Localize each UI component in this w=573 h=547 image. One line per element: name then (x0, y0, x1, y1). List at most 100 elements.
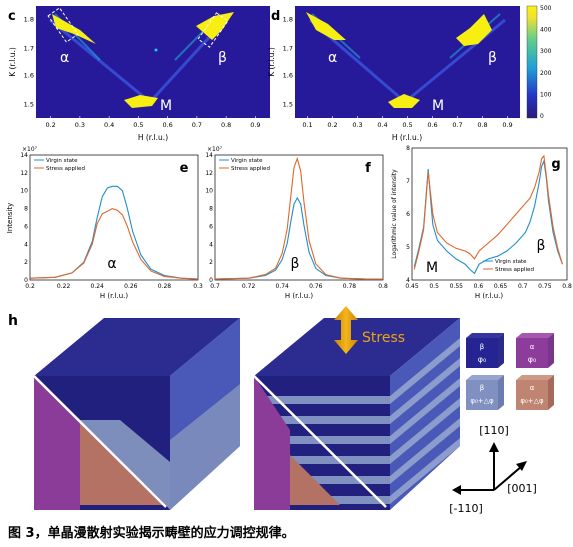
tick-label: 0.26 (124, 283, 138, 290)
x-tick-labels: 0.7 0.72 0.74 0.76 0.78 0.8 (210, 283, 388, 290)
panel-g-label: g (551, 157, 560, 172)
tick-label: 0.5 (429, 283, 439, 290)
beta-stripe-side (390, 358, 460, 424)
stress-label: Stress (362, 330, 405, 346)
tick-label: 2 (24, 259, 28, 266)
tick-label: 0.7 (210, 283, 220, 290)
right-arrowhead (516, 461, 527, 471)
tick-label: 7 (406, 178, 410, 185)
tick-label: 0.24 (91, 283, 105, 290)
y-axis-label: Logarithmic value of intensity (391, 169, 398, 259)
axis-110-label: [110] (479, 424, 509, 437)
legend-beta-phi0-dphi: β φ₀+△φ (466, 375, 504, 410)
up-arrowhead (489, 442, 499, 452)
tick-label: 0.2 (25, 283, 35, 290)
legend-virgin: Virgin state (46, 158, 78, 164)
beta-label: β (488, 50, 497, 66)
tick-label: 0.3 (193, 283, 203, 290)
tick-label: 0.28 (158, 283, 172, 290)
x-axis-label: H (r.l.u.) (100, 292, 129, 300)
tick-label: 0.3 (352, 121, 362, 129)
panel-e: ×10⁷ 0.2 0.22 0.24 0.26 0.28 0.3 14121086420 … (6, 146, 203, 300)
legend-phase: α (530, 343, 535, 351)
m-spot (388, 94, 420, 108)
series-lines (29, 185, 199, 280)
virgin-cube (33, 318, 240, 510)
tick-label: 0.7 (452, 121, 462, 129)
tick-label: 0.3 (75, 121, 85, 129)
tick-label: 6 (24, 223, 28, 230)
tick-label: 12 (20, 170, 28, 177)
beta-stripe-side (390, 378, 460, 444)
beta-stripe-front (254, 396, 390, 404)
tick-label: 500 (540, 5, 552, 12)
legend-angle: φ₀ (528, 355, 536, 364)
panel-h-label: h (8, 313, 18, 329)
tick-label: 2 (209, 259, 213, 266)
tick-label: 0.7 (518, 283, 528, 290)
legend-alpha-phi0-dphi: α φ₀+△φ (516, 375, 554, 410)
tick-label: 300 (540, 48, 552, 55)
alpha-domain (254, 376, 290, 510)
tick-label: 0.6 (162, 121, 172, 129)
tick-label: 0.8 (221, 121, 231, 129)
tick-label: 0.45 (405, 283, 419, 290)
legend-angle: φ₀+△φ (520, 397, 544, 405)
tick-label: 10 (20, 188, 28, 195)
legend-alpha-phi0: α φ₀ (516, 333, 554, 368)
alpha-domain-tilted (290, 455, 340, 505)
tick-label: 0 (209, 277, 213, 284)
panel-c-label: c (8, 9, 16, 24)
legend-stress: Stress applied (231, 166, 270, 172)
legend-virgin: Virgin state (495, 259, 527, 265)
legend-phase: β (480, 384, 484, 392)
tick-label: 4 (406, 277, 410, 284)
left-arrowhead (452, 485, 461, 495)
tick-label: 0.6 (427, 121, 437, 129)
series-line-stress (214, 156, 383, 280)
x-tick-labels: 0.2 0.3 0.4 0.5 0.6 0.7 0.8 0.9 (45, 116, 261, 129)
colorbar-tick-labels: 500 400 300 200 100 0 (540, 5, 552, 120)
exponent-label: ×10⁷ (207, 146, 223, 153)
axis-001-label: [001] (507, 482, 537, 495)
legend-angle: φ₀+△φ (470, 397, 494, 405)
legend-beta-phi0: β φ₀ (466, 333, 504, 368)
legend-phase: α (530, 384, 535, 392)
stress-arrow (334, 306, 358, 354)
panel-g: 0.45 0.5 0.55 0.6 0.65 0.7 0.75 0.8 8 7 6 5 4 H (r.… (391, 145, 572, 300)
tick-label: 0.4 (104, 121, 114, 129)
series-lines (214, 156, 383, 280)
x-tick-labels: 0.2 0.22 0.24 0.26 0.28 0.3 (25, 283, 203, 290)
x-tick-labels: 0.45 0.5 0.55 0.6 0.65 0.7 0.75 0.8 (405, 283, 572, 290)
tick-label: 8 (209, 206, 213, 213)
beta-stripe-side (390, 338, 460, 404)
x-axis-label: H (r.l.u.) (285, 292, 314, 300)
y-tick-labels: 8 7 6 5 4 (406, 145, 410, 284)
tick-label: 14 (20, 152, 28, 159)
tick-label: 0.8 (378, 283, 388, 290)
tick-label: 6 (209, 223, 213, 230)
x-axis-label: H (r.l.u.) (138, 133, 168, 142)
tick-label: 0.4 (377, 121, 387, 129)
y-axis-label: K (r.l.u.) (267, 47, 276, 77)
panel-e-label: e (180, 161, 189, 176)
beta-domain-tilted (80, 420, 170, 510)
tick-label: 0.6 (474, 283, 484, 290)
alpha-spot (306, 12, 346, 40)
tick-label: 1.8 (283, 15, 293, 23)
x-axis-label: H (r.l.u.) (475, 292, 504, 300)
series-lines (413, 154, 563, 275)
y-tick-labels: 1.8 1.7 1.6 1.5 (24, 15, 34, 108)
colorbar (526, 5, 538, 119)
tick-label: 8 (24, 206, 28, 213)
tick-label: 0.9 (502, 121, 512, 129)
y-tick-labels: 1.8 1.7 1.6 1.5 (283, 15, 293, 108)
plot-area-f (214, 154, 384, 281)
tick-label: 200 (540, 70, 552, 77)
tick-label: 0.65 (494, 283, 508, 290)
beta-stripe-side (390, 438, 460, 504)
series-line-stress (413, 154, 563, 270)
tick-label: 0.8 (477, 121, 487, 129)
tick-label: 5 (406, 244, 410, 251)
tick-label: 0.22 (57, 283, 71, 290)
